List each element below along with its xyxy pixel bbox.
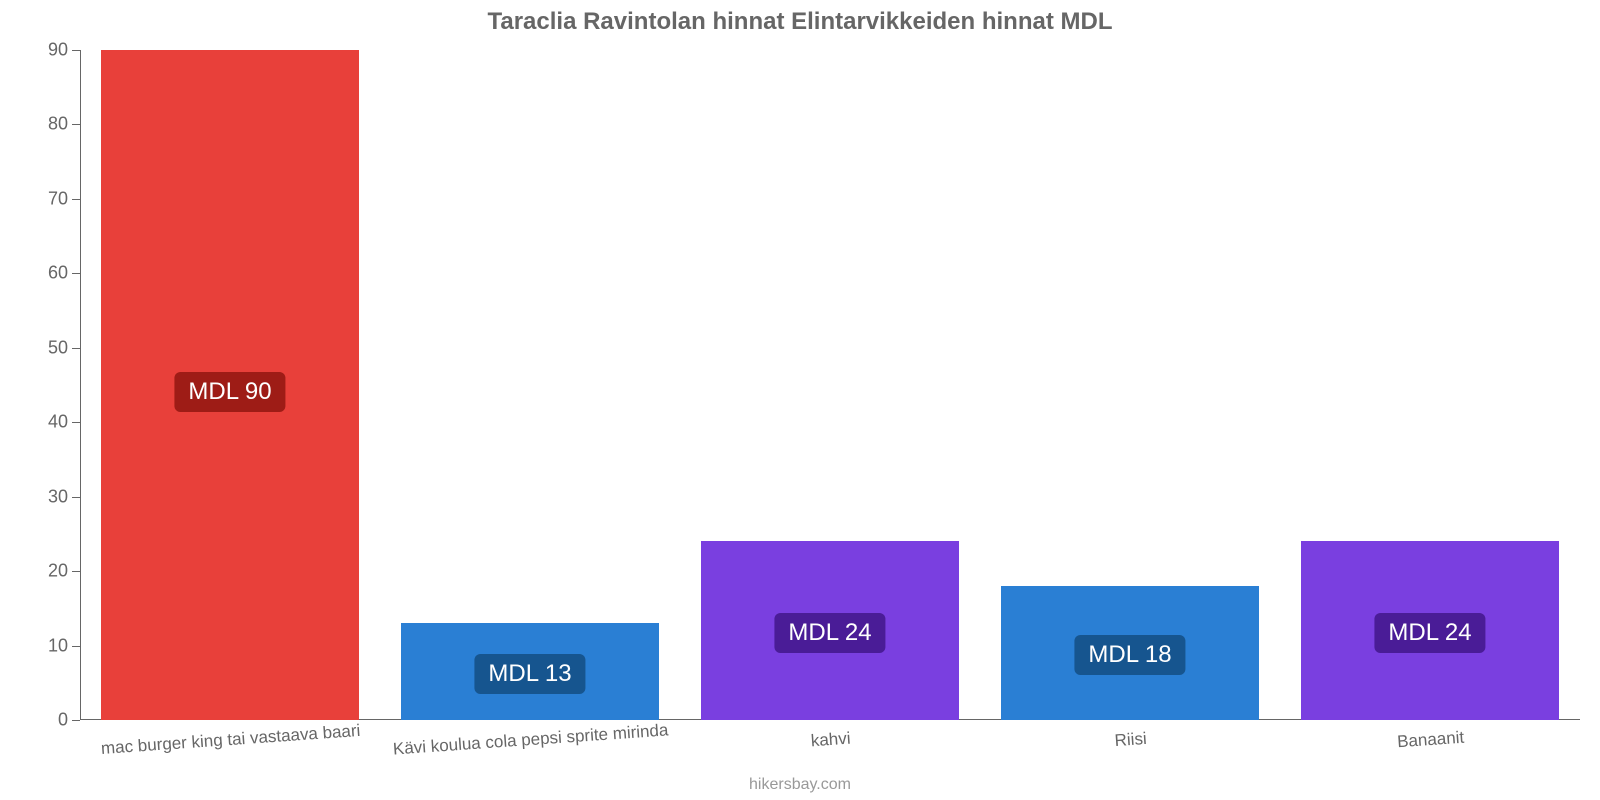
y-tick-label: 30 — [48, 486, 68, 507]
value-badge: MDL 24 — [1374, 613, 1485, 653]
y-tick-label: 40 — [48, 412, 68, 433]
y-tick — [72, 571, 80, 572]
y-tick-label: 80 — [48, 114, 68, 135]
y-tick-label: 50 — [48, 337, 68, 358]
y-tick — [72, 199, 80, 200]
y-tick — [72, 720, 80, 721]
y-tick — [72, 497, 80, 498]
value-badge: MDL 13 — [474, 654, 585, 694]
value-badge: MDL 18 — [1074, 635, 1185, 675]
attribution: hikersbay.com — [0, 776, 1600, 794]
y-tick-label: 70 — [48, 188, 68, 209]
y-tick — [72, 273, 80, 274]
y-tick — [72, 646, 80, 647]
value-badge: MDL 24 — [774, 613, 885, 653]
y-tick-label: 60 — [48, 263, 68, 284]
x-tick-label: mac burger king tai vastaava baari — [100, 721, 361, 759]
y-tick — [72, 348, 80, 349]
x-tick-label: Banaanit — [1397, 728, 1465, 753]
y-tick — [72, 50, 80, 51]
plot-area: 0102030405060708090 mac burger king tai … — [80, 50, 1580, 720]
value-badge: MDL 90 — [174, 372, 285, 412]
x-tick-label: Riisi — [1114, 729, 1147, 751]
x-tick-label: kahvi — [810, 729, 851, 752]
y-tick-label: 20 — [48, 561, 68, 582]
y-tick-label: 90 — [48, 40, 68, 61]
y-tick — [72, 422, 80, 423]
chart-title: Taraclia Ravintolan hinnat Elintarvikkei… — [0, 8, 1600, 36]
y-tick-label: 0 — [58, 710, 68, 731]
y-tick-label: 10 — [48, 635, 68, 656]
y-axis — [80, 50, 81, 720]
x-tick-label: Kävi koulua cola pepsi sprite mirinda — [392, 720, 669, 759]
y-tick — [72, 124, 80, 125]
